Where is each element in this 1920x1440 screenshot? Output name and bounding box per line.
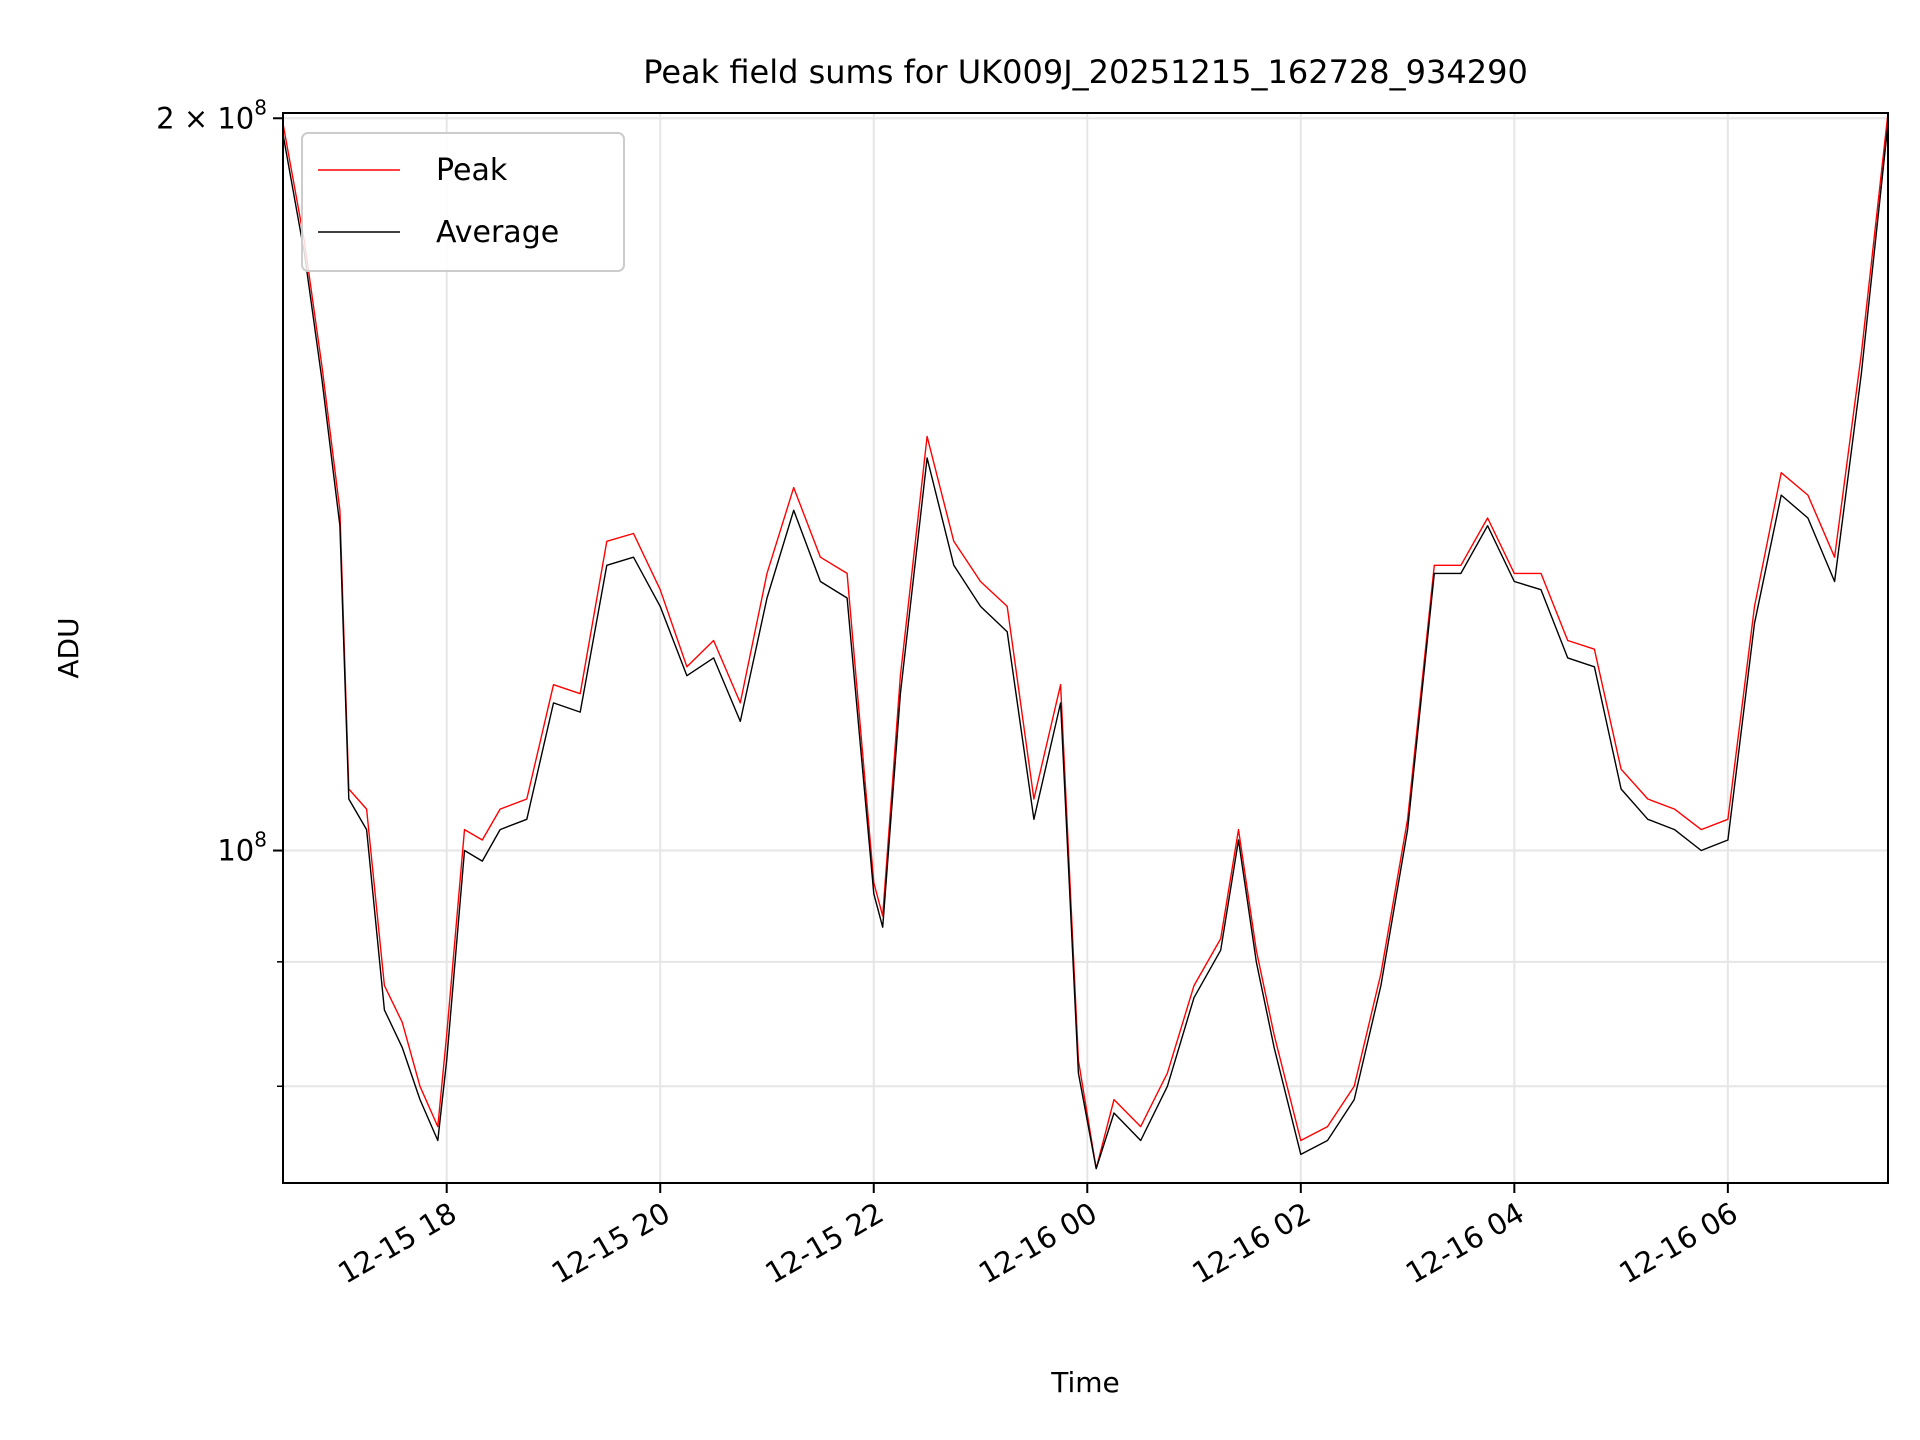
legend-label-peak: Peak xyxy=(436,153,508,188)
grid xyxy=(283,113,1888,1183)
legend-box xyxy=(301,132,625,272)
y-tick-label: 2 × 108 xyxy=(156,95,267,135)
y-axis: 108 2 × 108 xyxy=(156,95,283,1088)
y-tick-label: 108 xyxy=(217,828,267,868)
series-line-peak xyxy=(282,112,1889,1170)
y-axis-label: ADU xyxy=(52,617,85,678)
legend: Peak Average xyxy=(301,132,625,272)
legend-label-average: Average xyxy=(436,215,559,250)
chart-title: Peak field sums for UK009J_20251215_1627… xyxy=(643,53,1528,91)
plot-frame xyxy=(282,112,1889,1184)
x-axis-label: Time xyxy=(1050,1366,1120,1399)
series-line-average xyxy=(282,123,1889,1170)
series-group xyxy=(282,112,1889,1170)
